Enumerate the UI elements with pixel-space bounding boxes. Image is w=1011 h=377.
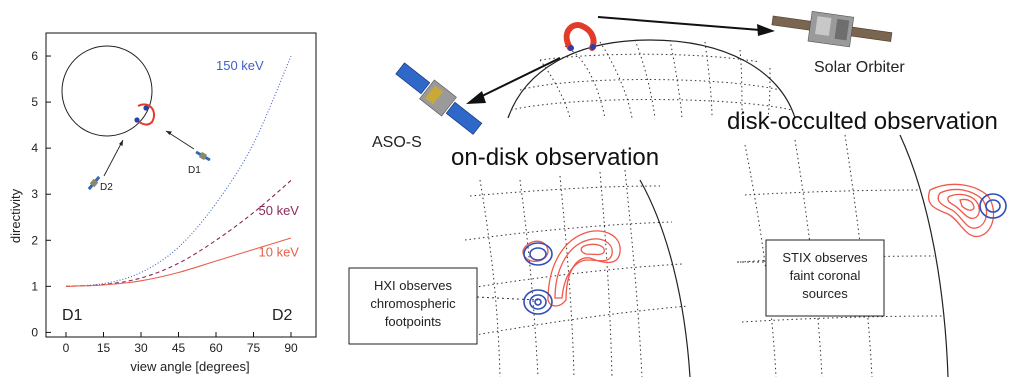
arrow-to-aso-s [466, 57, 561, 104]
series-curves [65, 55, 292, 287]
mini-satellite-icon [195, 150, 211, 162]
coronal-loop-contours [522, 230, 621, 307]
on-disk-zoom-region [464, 169, 691, 377]
stix-contours [927, 183, 1007, 238]
stix-text-line-1: STIX observes [782, 250, 868, 265]
x-tick-label: 60 [209, 341, 223, 355]
inset-label-d2: D2 [100, 182, 113, 193]
plot-frame [45, 32, 317, 338]
arrow-to-solar-orbiter [597, 16, 775, 36]
y-tick-label: 1 [31, 279, 38, 293]
on-disk-observation-title: on-disk observation [451, 144, 659, 171]
limb-line [639, 179, 691, 377]
series-label: 10 keV [259, 244, 300, 259]
grid-lines [464, 169, 689, 377]
sun-grid [510, 39, 793, 119]
aso-s-spacecraft-icon [395, 62, 483, 135]
x-axis-label: view angle [degrees] [130, 359, 249, 374]
hxi-callout-box: HXI observes chromospheric footpoints [348, 267, 478, 345]
arrowhead-icon [757, 24, 775, 36]
observation-diagram: Solar Orbiter ASO-S on-disk observation … [348, 11, 1007, 377]
arrowhead-icon [466, 91, 486, 104]
stix-text-line-3: sources [802, 286, 848, 301]
footpoint-contours [979, 193, 1007, 219]
inset-arrow-d1 [165, 130, 195, 150]
hxi-leader-line [476, 296, 539, 301]
footpoint-icon [568, 45, 574, 51]
arrowhead-icon [119, 140, 123, 146]
limb-line [899, 134, 949, 377]
series-line-0 [65, 55, 292, 287]
footpoint-icon [590, 44, 596, 50]
y-tick-label: 3 [31, 187, 38, 201]
arrowhead-icon [166, 131, 172, 135]
hxi-text-line-3: footpoints [385, 314, 442, 329]
inset-arrow-d2 [103, 139, 124, 177]
series-label: 150 keV [216, 58, 264, 73]
x-tick-label: 15 [97, 341, 111, 355]
inset-geometry-sketch: D1 D2 [61, 45, 211, 193]
y-tick-label: 6 [31, 49, 38, 63]
coronal-source-contours [927, 183, 995, 238]
solar-orbiter-spacecraft-icon [771, 11, 893, 48]
sun-limb-arc [507, 39, 796, 119]
solar-flare-loop [563, 22, 597, 51]
hxi-contours [522, 230, 621, 315]
x-tick-label: 0 [63, 341, 70, 355]
x-tick-label: 30 [134, 341, 148, 355]
hxi-text-line-2: chromospheric [370, 296, 456, 311]
x-tick-label: 75 [247, 341, 261, 355]
sun-limb-top [507, 39, 796, 119]
x-tick-label: 45 [172, 341, 186, 355]
y-tick-label: 4 [31, 141, 38, 155]
x-tick-label: 90 [284, 341, 298, 355]
mini-satellite-icon [87, 175, 101, 191]
stix-text-line-2: faint coronal [790, 268, 861, 283]
y-axis-label: directivity [8, 188, 23, 243]
disk-occulted-observation-title: disk-occulted observation [727, 108, 998, 135]
series-line-1 [65, 179, 292, 287]
inset-footpoint-icon [143, 105, 149, 111]
inset-sun-circle [61, 45, 153, 137]
inset-label-d1: D1 [188, 165, 201, 176]
solar-orbiter-label: Solar Orbiter [814, 59, 905, 76]
stix-callout-box: STIX observes faint coronal sources [765, 239, 885, 317]
inset-footpoint-icon [134, 117, 140, 123]
hxi-text-line-1: HXI observes [374, 278, 453, 293]
series-label: 50 keV [259, 203, 300, 218]
aso-s-label: ASO-S [372, 134, 422, 151]
series-labels: 150 keV 50 keV 10 keV [216, 58, 299, 260]
series-line-2 [65, 237, 292, 287]
y-tick-label: 2 [31, 233, 38, 247]
corner-label-d2: D2 [272, 307, 293, 324]
corner-label-d1: D1 [62, 307, 83, 324]
y-tick-label: 5 [31, 95, 38, 109]
y-tick-label: 0 [31, 325, 38, 339]
inset-flare-loop [135, 103, 156, 126]
footpoint-contours [523, 242, 553, 315]
